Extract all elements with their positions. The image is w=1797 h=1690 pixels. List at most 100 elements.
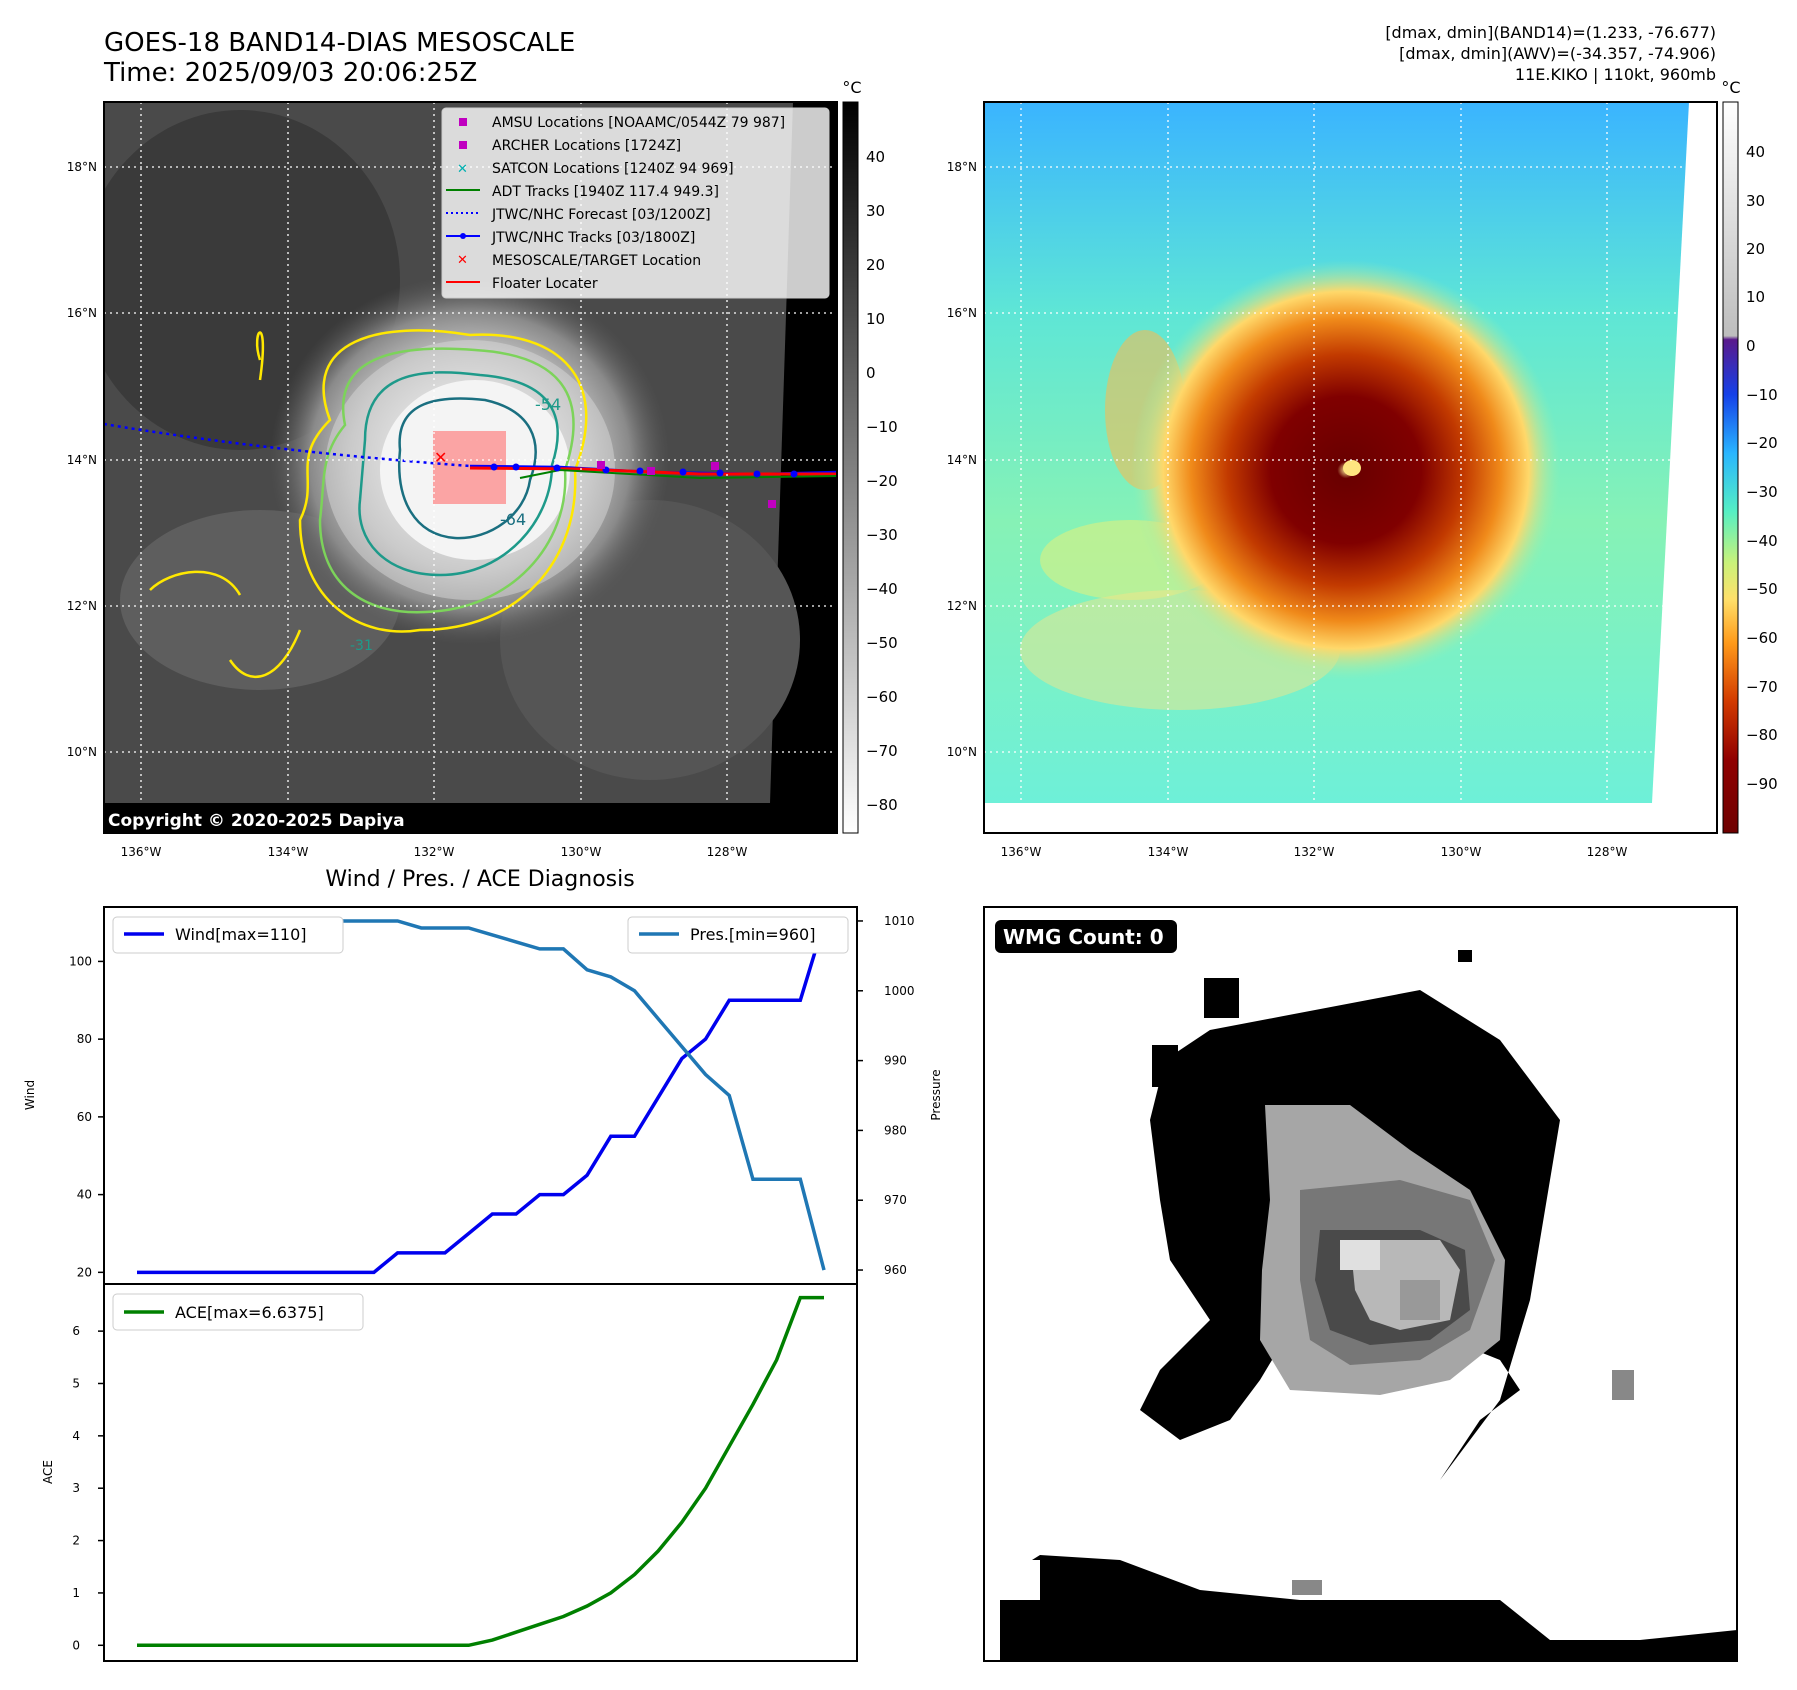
awv-cbar-tick: −20: [1746, 434, 1778, 452]
awv-cbar-tick: −10: [1746, 386, 1778, 404]
wmg-image: [1000, 950, 1737, 1661]
awv-cbar-tick: −60: [1746, 629, 1778, 647]
ir-lat-label: 18°N: [67, 160, 97, 174]
pressure-tick-label: 970: [884, 1193, 907, 1207]
ir-lon-label: 132°W: [414, 845, 455, 859]
ir-lon-labels: 136°W 134°W 132°W 130°W 128°W: [121, 845, 748, 859]
contour-dark-teal: [398, 397, 537, 540]
ir-cbar-tick: 40: [866, 148, 885, 166]
amsu-markers: [597, 461, 776, 508]
legend-marker-satcon: ✕: [457, 162, 468, 177]
pressure-tick-label: 1010: [884, 914, 915, 928]
awv-cbar-tick: −50: [1746, 580, 1778, 598]
ir-legend: AMSU Locations [NOAAMC/0544Z 79 987] ARC…: [441, 107, 830, 299]
ace-legend-label: ACE[max=6.6375]: [175, 1303, 324, 1322]
ace-tick-label: 5: [72, 1376, 80, 1390]
timestamp: Time: 2025/09/03 20:06:25Z: [103, 58, 477, 88]
awv-lon-label: 136°W: [1001, 845, 1042, 859]
ir-colorbar-unit: °C: [842, 78, 861, 97]
legend-marker-amsu: [459, 118, 467, 126]
pressure-tick-label: 960: [884, 1263, 907, 1277]
ir-lat-labels: 18°N 16°N 14°N 12°N 10°N: [67, 160, 97, 759]
legend-archer: ARCHER Locations [1724Z]: [492, 138, 681, 154]
ir-cbar-tick: −20: [866, 472, 898, 490]
ir-lat-label: 10°N: [67, 745, 97, 759]
ace-tick-label: 2: [72, 1534, 80, 1548]
ir-cbar-tick: −50: [866, 634, 898, 652]
awv-lon-label: 134°W: [1148, 845, 1189, 859]
pressure-tick-label: 980: [884, 1123, 907, 1137]
awv-cbar-tick: −30: [1746, 483, 1778, 501]
awv-lon-label: 130°W: [1441, 845, 1482, 859]
legend-target: MESOSCALE/TARGET Location: [492, 253, 701, 269]
ir-lat-label: 14°N: [67, 453, 97, 467]
awv-cbar-tick: 20: [1746, 240, 1765, 258]
ir-cbar-tick: −30: [866, 526, 898, 544]
ir-cbar-tick: 30: [866, 202, 885, 220]
awv-cbar-tick: 10: [1746, 288, 1765, 306]
contour-label-31: -31: [350, 638, 373, 654]
ir-colorbar-ticks: 40 30 20 10 0 −10 −20 −30 −40 −50 −60 −7…: [866, 148, 898, 814]
awv-lat-label: 14°N: [947, 453, 977, 467]
awv-colorbar: [1722, 101, 1739, 834]
awv-lon-label: 132°W: [1294, 845, 1335, 859]
track-points: [490, 463, 798, 478]
ace-tick-label: 1: [72, 1586, 80, 1600]
ir-lon-label: 128°W: [707, 845, 748, 859]
wind-tick-label: 80: [77, 1032, 92, 1046]
awv-lat-label: 16°N: [947, 306, 977, 320]
awv-cbar-tick: 0: [1746, 337, 1756, 355]
ace-tick-label: 6: [72, 1324, 80, 1338]
legend-marker-archer: [459, 141, 467, 149]
awv-lon-labels: 136°W 134°W 132°W 130°W 128°W: [1001, 845, 1628, 859]
ir-cbar-tick: −10: [866, 418, 898, 436]
legend-amsu: AMSU Locations [NOAAMC/0544Z 79 987]: [492, 115, 785, 131]
ir-cbar-tick: −60: [866, 688, 898, 706]
awv-cbar-tick: −90: [1746, 775, 1778, 793]
wind-legend: Wind[max=110]: [112, 916, 344, 954]
wind-legend-label: Wind[max=110]: [175, 925, 307, 944]
forecast-track: [104, 422, 471, 468]
ir-lat-label: 16°N: [67, 306, 97, 320]
ir-cbar-tick: 0: [866, 364, 876, 382]
legend-marker-target: ✕: [457, 253, 468, 268]
ir-cbar-tick: −80: [866, 796, 898, 814]
awv-gridlines: [984, 102, 1717, 833]
ace-axis-label: ACE: [41, 1460, 55, 1484]
awv-lat-label: 12°N: [947, 599, 977, 613]
awv-cbar-tick: 30: [1746, 192, 1765, 210]
legend-forecast: JTWC/NHC Forecast [03/1200Z]: [491, 207, 711, 223]
ace-tick-label: 4: [72, 1429, 80, 1443]
awv-colorbar-ticks: 40 30 20 10 0 −10 −20 −30 −40 −50 −60 −7…: [1746, 143, 1778, 793]
legend-satcon: SATCON Locations [1240Z 94 969]: [492, 161, 734, 177]
legend-tracks: JTWC/NHC Tracks [03/1800Z]: [491, 230, 695, 246]
awv-colorbar-unit: °C: [1721, 78, 1740, 97]
ir-cbar-tick: −40: [866, 580, 898, 598]
diagnosis-title: Wind / Pres. / ACE Diagnosis: [325, 867, 634, 892]
copyright: Copyright © 2020-2025 Dapiya: [108, 811, 405, 831]
ir-lon-label: 130°W: [561, 845, 602, 859]
awv-cbar-tick: −70: [1746, 678, 1778, 696]
ace-series-line: [137, 1295, 824, 1648]
wind-tick-label: 20: [77, 1265, 92, 1279]
wind-tick-label: 40: [77, 1188, 92, 1202]
pressure-axis-label: Pressure: [929, 1069, 943, 1120]
wind-pres-axes: [103, 906, 858, 1285]
pres-legend-label: Pres.[min=960]: [690, 925, 815, 944]
ace-axes: [103, 1283, 858, 1662]
awv-lat-labels: 18°N 16°N 14°N 12°N 10°N: [947, 160, 977, 759]
legend-marker-tracks-dot: [460, 233, 466, 239]
ir-cbar-tick: 20: [866, 256, 885, 274]
stat-band14: [dmax, dmin](BAND14)=(1.233, -76.677): [1385, 23, 1716, 42]
wind-axis-label: Wind: [23, 1080, 37, 1110]
pressure-tick-label: 1000: [884, 984, 915, 998]
stat-awv: [dmax, dmin](AWV)=(-34.357, -74.906): [1399, 44, 1716, 63]
contour-teal: [358, 371, 559, 577]
ir-cbar-tick: −70: [866, 742, 898, 760]
contour-label-64: -64: [500, 510, 526, 529]
wmg-badge: WMG Count: 0: [995, 920, 1177, 953]
ir-lon-label: 136°W: [121, 845, 162, 859]
ir-lon-label: 134°W: [268, 845, 309, 859]
contour-yellow: [298, 329, 588, 633]
awv-lat-label: 10°N: [947, 745, 977, 759]
